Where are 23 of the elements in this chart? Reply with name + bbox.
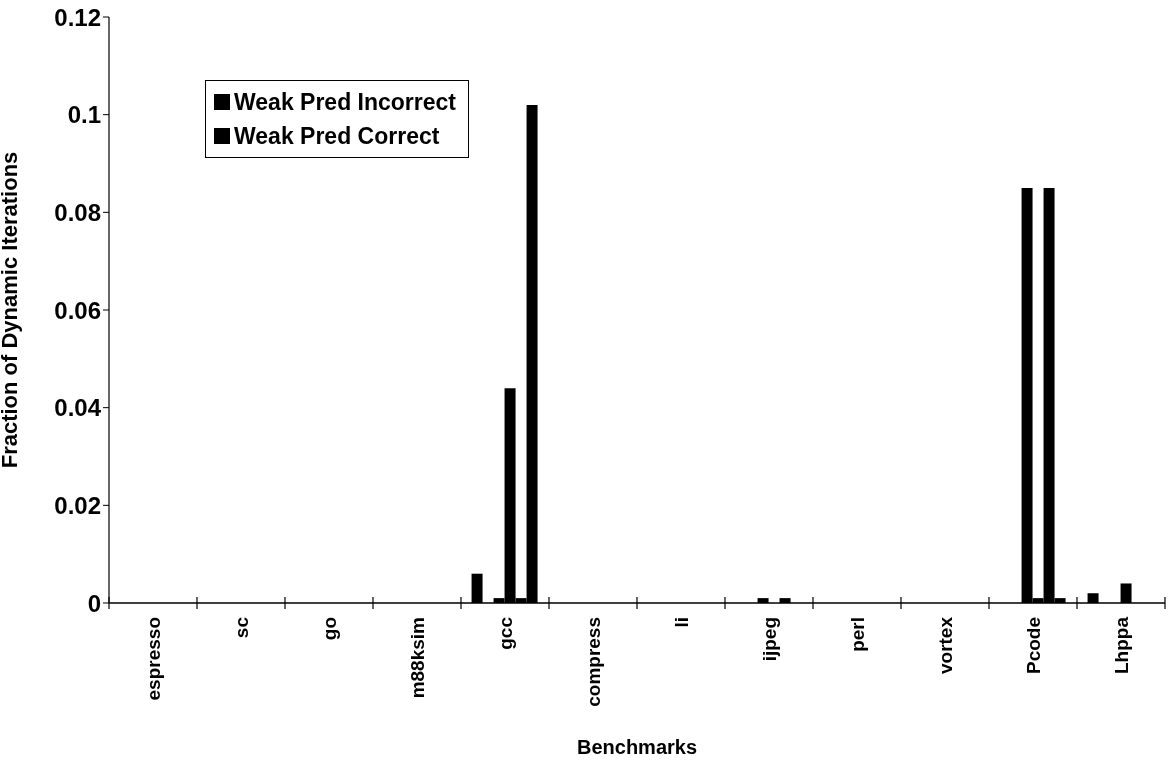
y-axis-title: Fraction of Dynamic Iterations bbox=[0, 151, 22, 469]
x-tick-label: espresso bbox=[142, 617, 164, 701]
y-tick-label: 0.1 bbox=[67, 101, 101, 129]
x-tick-label: vortex bbox=[934, 616, 956, 675]
y-tick-label: 0.02 bbox=[54, 491, 101, 519]
x-tick-label: ijpeg bbox=[758, 617, 780, 662]
x-tick-label: li bbox=[670, 617, 692, 628]
x-tick-label: Pcode bbox=[1022, 617, 1044, 675]
x-tick-label: gcc bbox=[494, 616, 516, 650]
x-tick-label: go bbox=[318, 617, 340, 641]
legend-label: Weak Pred Correct bbox=[234, 122, 440, 151]
y-tick-label: 0.08 bbox=[54, 198, 101, 226]
y-tick-label: 0.04 bbox=[54, 394, 102, 422]
x-axis-title: Benchmarks bbox=[576, 736, 698, 758]
x-tick-label: compress bbox=[582, 617, 604, 707]
x-tick-label: m88ksim bbox=[406, 617, 428, 699]
x-tick-label: perl bbox=[846, 617, 868, 652]
y-tick-label: 0.06 bbox=[54, 296, 101, 324]
legend-label: Weak Pred Incorrect bbox=[234, 88, 457, 117]
x-tick-label: Lhppa bbox=[1110, 616, 1132, 674]
y-tick-label: 0 bbox=[87, 589, 101, 617]
x-tick-label: sc bbox=[230, 616, 252, 639]
y-tick-label: 0.12 bbox=[54, 3, 101, 31]
